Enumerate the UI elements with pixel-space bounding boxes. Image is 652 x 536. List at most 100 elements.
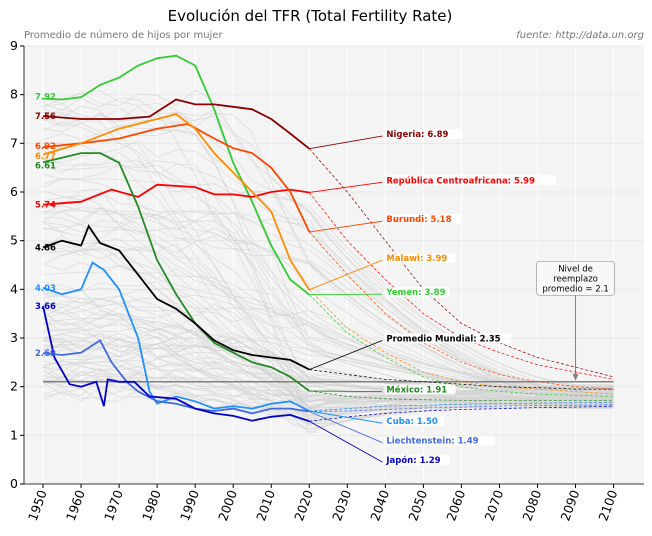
replacement-label-line: Nivel de bbox=[558, 264, 593, 274]
series-end-label-bg bbox=[384, 384, 456, 395]
series-start-label: 7.56 bbox=[35, 112, 56, 122]
series-end-label: Yemen: 3.89 bbox=[385, 288, 445, 298]
series-line-history bbox=[42, 54, 310, 296]
series-leader-line bbox=[309, 259, 383, 291]
x-tick-label: 1960 bbox=[63, 488, 88, 523]
series-end-label-bg bbox=[384, 253, 456, 264]
series-end-label-bg bbox=[384, 333, 512, 344]
series-leader-line bbox=[309, 220, 383, 233]
background-country-lines bbox=[42, 89, 614, 435]
background-country-line bbox=[42, 132, 614, 410]
series-end-label: Japón: 1.29 bbox=[385, 455, 440, 466]
series-leader-line bbox=[309, 420, 383, 463]
series-leader-line bbox=[309, 135, 383, 150]
series-line-history bbox=[42, 305, 310, 423]
x-tick-label: 2080 bbox=[519, 488, 544, 523]
series-leader-line bbox=[309, 410, 383, 424]
series-annotations: 7.92 Yemen: 3.89 7.56 Nigeria: 6.89 5.74 Repú… bbox=[35, 93, 557, 466]
series-line-projection bbox=[309, 369, 614, 390]
y-tick-label: 8 bbox=[10, 87, 18, 102]
series-end-label-bg bbox=[384, 287, 450, 298]
background-country-line bbox=[42, 310, 614, 395]
x-tick-label: 1980 bbox=[139, 488, 164, 523]
series-end-label: República Centroafricana: 5.99 bbox=[386, 176, 535, 186]
series-leader-line bbox=[309, 181, 383, 193]
background-country-line bbox=[42, 207, 614, 399]
series-line-history bbox=[42, 261, 310, 412]
series-end-label-bg bbox=[384, 416, 445, 427]
series-line-projection bbox=[309, 390, 614, 401]
x-tick-label: 2060 bbox=[443, 488, 468, 523]
series-line-history bbox=[42, 224, 310, 371]
x-tick-label: 2030 bbox=[329, 488, 354, 523]
series-end-label: Promedio Mundial: 2.35 bbox=[386, 334, 500, 344]
series-start-label: 7.92 bbox=[35, 93, 56, 103]
y-tick-label: 3 bbox=[10, 330, 18, 345]
series-line-history bbox=[42, 98, 310, 150]
y-tick-label: 6 bbox=[10, 184, 18, 199]
series-start-label: 6.61 bbox=[35, 161, 56, 171]
background-country-line bbox=[42, 387, 614, 415]
background-country-line bbox=[42, 306, 614, 430]
x-tick-label: 2050 bbox=[405, 488, 430, 523]
chart-subtitle: Promedio de número de hijos por mujer bbox=[24, 29, 223, 41]
y-tick-label: 5 bbox=[10, 233, 18, 248]
series-line-history bbox=[42, 339, 310, 415]
series-leader-line bbox=[309, 340, 383, 371]
series-end-label-bg bbox=[384, 175, 557, 186]
series-line-projection bbox=[309, 401, 614, 412]
series-end-label-bg bbox=[384, 214, 462, 225]
series-end-label: Malawi: 3.99 bbox=[386, 254, 447, 264]
series-start-label: 5.74 bbox=[35, 201, 56, 211]
x-tick-label: 2090 bbox=[557, 488, 582, 523]
series-line-history bbox=[42, 183, 310, 206]
y-tick-label: 1 bbox=[10, 427, 18, 442]
series-line-history bbox=[42, 113, 311, 291]
background-country-line bbox=[42, 373, 614, 403]
series-line-history bbox=[42, 152, 310, 392]
background-country-line bbox=[42, 359, 614, 397]
replacement-arrow-head bbox=[572, 373, 579, 381]
x-tick-label: 2020 bbox=[291, 488, 316, 523]
series-line-history bbox=[42, 122, 311, 233]
series-start-label: 2.69 bbox=[35, 349, 56, 359]
series-end-label: Liechtenstein: 1.49 bbox=[386, 437, 478, 447]
highlighted-series bbox=[42, 54, 614, 423]
x-tick-label: 1990 bbox=[177, 488, 202, 523]
background-country-line bbox=[42, 113, 614, 403]
background-country-line bbox=[42, 235, 614, 417]
series-line-projection bbox=[309, 294, 614, 397]
series-end-label-bg bbox=[384, 435, 495, 446]
series-line-projection bbox=[309, 405, 614, 422]
series-line-projection bbox=[309, 231, 614, 390]
background-country-line bbox=[42, 224, 614, 398]
series-end-label: Nigeria: 6.89 bbox=[386, 130, 448, 140]
background-country-line bbox=[42, 151, 614, 398]
series-end-label: Burundi: 5.18 bbox=[386, 215, 451, 225]
series-end-label-bg bbox=[384, 455, 450, 466]
series-end-label: Cuba: 1.50 bbox=[386, 417, 438, 427]
x-tick-label: 1950 bbox=[25, 488, 50, 523]
series-line-projection bbox=[309, 148, 614, 378]
chart-source: fuente: http://data.un.org bbox=[516, 30, 644, 41]
series-end-label-bg bbox=[384, 129, 462, 140]
series-start-label: 4.03 bbox=[35, 284, 56, 294]
chart-title: Evolución del TFR (Total Fertility Rate) bbox=[168, 7, 453, 25]
x-tick-label: 2070 bbox=[481, 488, 506, 523]
series-leader-line bbox=[309, 411, 383, 444]
series-line-projection bbox=[309, 289, 614, 395]
background-country-line bbox=[42, 140, 614, 389]
x-tick-label: 2040 bbox=[367, 488, 392, 523]
y-tick-label: 4 bbox=[10, 281, 18, 296]
background-country-line bbox=[42, 262, 614, 390]
series-start-label: 4.86 bbox=[35, 243, 56, 253]
x-tick-label: 1970 bbox=[101, 488, 126, 523]
series-end-label: México: 1.91 bbox=[386, 385, 447, 396]
background-country-line bbox=[42, 302, 614, 407]
background-country-line bbox=[42, 376, 614, 398]
background-country-line bbox=[42, 337, 614, 402]
background-country-line bbox=[42, 210, 614, 395]
